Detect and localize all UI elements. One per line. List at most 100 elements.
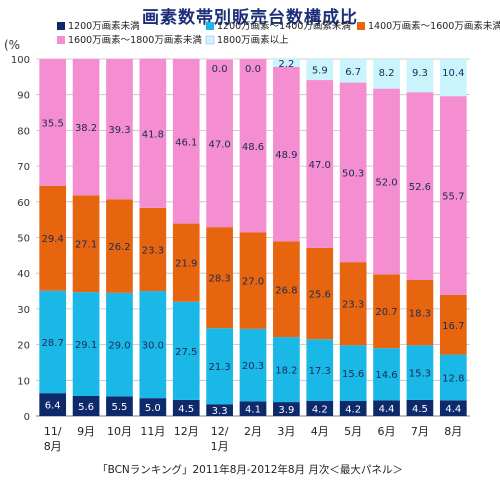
data-label: 28.3	[208, 274, 230, 285]
data-label: 55.7	[442, 192, 464, 203]
y-tick-label: 40	[17, 269, 30, 280]
data-label: 4.1	[245, 405, 261, 416]
data-label: 5.9	[312, 66, 328, 77]
data-label: 21.9	[175, 259, 197, 270]
data-label: 23.3	[342, 300, 364, 311]
bar-segment	[373, 88, 400, 275]
bar-segment	[206, 227, 233, 329]
legend-swatch	[57, 22, 65, 30]
bar-segment	[439, 59, 467, 97]
y-tick-label: 80	[17, 126, 30, 137]
bar-segment	[273, 66, 300, 242]
bar-segment	[239, 401, 267, 416]
bar-segment	[72, 195, 100, 293]
x-tick-label: 3月	[277, 425, 295, 438]
bar-segment	[139, 207, 167, 292]
bar-segment	[172, 399, 200, 416]
bar-segment	[206, 404, 233, 416]
y-tick-label: 0	[24, 412, 30, 423]
y-axis-tick-labels: 0 10 20 30 40 50 60 70 80 90 100	[11, 55, 30, 423]
data-label: 47.0	[309, 160, 331, 171]
bar-segment	[373, 274, 400, 349]
y-tick-label: 60	[17, 198, 30, 209]
bar-segment	[106, 396, 133, 416]
x-tick-label: 11月	[140, 425, 165, 438]
bar-segment	[139, 398, 167, 416]
data-label: 4.5	[412, 404, 428, 415]
data-label: 21.3	[208, 362, 230, 373]
legend-label: 1600万画素～1800万画素未満	[68, 34, 202, 46]
data-label: 29.1	[75, 340, 97, 351]
x-tick-label: 7月	[411, 425, 429, 438]
bar-segment	[72, 292, 100, 397]
x-tick-label: 5月	[344, 425, 362, 438]
bar-segment	[206, 328, 233, 405]
bar-segment	[239, 328, 267, 402]
data-label: 46.1	[175, 137, 197, 148]
data-label: 30.0	[142, 341, 164, 352]
data-label: 38.2	[75, 123, 97, 134]
data-label: 6.7	[345, 67, 361, 78]
bar-segment	[439, 96, 467, 295]
bar-segment	[106, 292, 133, 397]
data-label: 18.3	[409, 309, 431, 320]
data-label: 27.5	[175, 347, 197, 358]
legend-swatch	[57, 36, 65, 44]
bar-segment	[306, 247, 334, 340]
legend-label: 1800万画素以上	[217, 34, 289, 46]
x-tick-label: 10月	[107, 425, 132, 438]
data-label: 20.3	[242, 361, 264, 372]
bar-segment	[172, 59, 200, 224]
bar-segment	[339, 59, 367, 83]
x-tick-label: 4月	[311, 425, 329, 438]
data-label: 10.4	[442, 68, 464, 79]
y-tick-label: 90	[17, 91, 30, 102]
data-label: 27.0	[242, 277, 264, 288]
data-label: 4.4	[445, 404, 461, 415]
legend: 1200万画素未満 1200万画素～1400万画素未満 1400万画素～1600万画…	[57, 20, 500, 46]
legend-swatch	[206, 22, 214, 30]
bar-segment	[39, 59, 67, 186]
bar-segment	[339, 345, 367, 402]
data-label: 6.4	[45, 401, 61, 412]
data-label: 5.0	[145, 403, 161, 414]
bar-segment	[106, 59, 133, 200]
chart-title: 画素数帯別販売台数構成比	[142, 8, 358, 28]
bar-segment	[139, 291, 167, 399]
bar-segment	[406, 59, 434, 93]
data-label: 52.0	[375, 177, 397, 188]
bar-segment	[172, 301, 200, 400]
data-label: 3.9	[278, 405, 294, 416]
legend-swatch	[357, 22, 365, 30]
data-label: 15.6	[342, 369, 364, 380]
bar-segment	[273, 402, 300, 416]
legend-swatch	[205, 35, 215, 45]
data-label: 2.2	[278, 59, 294, 70]
x-tick-label: 2月	[244, 425, 262, 438]
bar-segment	[306, 339, 334, 402]
data-label: 29.0	[108, 341, 130, 352]
data-label: 29.4	[42, 234, 64, 245]
data-label: 4.2	[312, 405, 328, 416]
bar-segment	[406, 279, 434, 346]
y-tick-label: 70	[17, 162, 30, 173]
y-tick-label: 10	[17, 376, 30, 387]
y-axis-unit-label: (%	[4, 38, 20, 52]
data-label: 41.8	[142, 129, 164, 140]
legend-label: 1400万画素～1600万画素未満	[368, 20, 500, 32]
x-tick-label: 12/1月	[211, 425, 229, 453]
bar-segment	[306, 59, 334, 81]
data-label: 48.9	[275, 150, 297, 161]
data-label: 47.0	[208, 139, 230, 150]
y-tick-label: 20	[17, 341, 30, 352]
bar-segment	[273, 337, 300, 403]
data-label: 4.5	[178, 404, 194, 415]
bar-segment	[106, 199, 133, 293]
bar-segment	[373, 400, 400, 416]
bars: 6.4 28.7 29.4 35.5 5.6 29.1 27.1 38.2 5.5 29.0 26.…	[39, 58, 467, 417]
bar-segment	[339, 401, 367, 416]
bar-segment	[273, 59, 300, 67]
data-label: 3.3	[212, 406, 228, 417]
y-tick-label: 100	[11, 55, 30, 66]
data-label: 18.2	[275, 366, 297, 377]
